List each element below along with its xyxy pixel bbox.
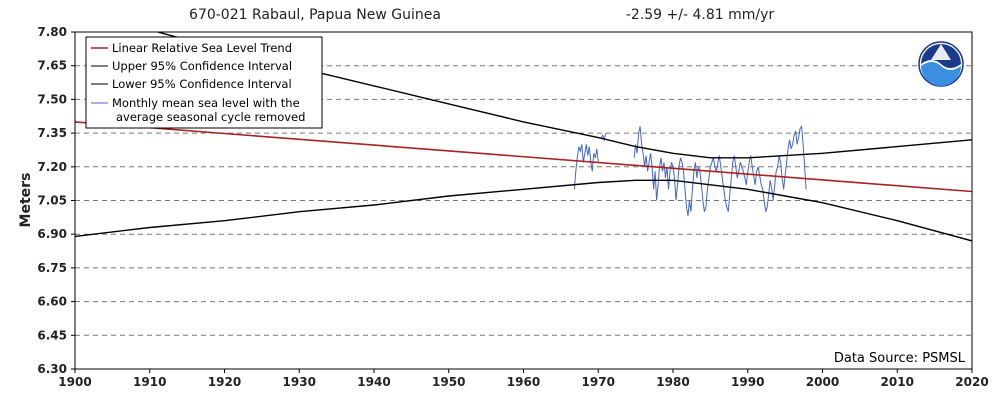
data-source-label: Data Source: PSMSL	[834, 351, 966, 366]
axis-layer: 6.30 6.45 6.60 6.75 6.90 7.05 7.20 7.35 7.50 7.65…	[37, 25, 988, 389]
series-layer	[75, 32, 972, 242]
trend-line	[75, 121, 972, 193]
x-tick-label: 1940	[357, 375, 390, 389]
x-tick-label: 1970	[582, 375, 615, 389]
lower-ci-line	[75, 179, 972, 242]
y-tick-label: 7.20	[37, 160, 67, 174]
y-tick-label: 6.90	[37, 227, 67, 241]
x-tick-label: 2010	[881, 375, 914, 389]
legend: Linear Relative Sea Level Trend Upper 95…	[85, 36, 323, 129]
trend-rate-label: -2.59 +/- 4.81 mm/yr	[626, 7, 775, 23]
legend-label-lower: Lower 95% Confidence Interval	[112, 77, 292, 91]
y-tick-label: 7.05	[37, 194, 67, 208]
y-tick-label: 7.50	[37, 92, 67, 106]
y-axis-label: Meters	[18, 173, 34, 228]
y-tick-label: 6.30	[37, 362, 67, 376]
x-tick-label: 1980	[656, 375, 689, 389]
x-tick-label: 1900	[58, 375, 91, 389]
legend-label-monthly-line2: average seasonal cycle removed	[116, 110, 305, 124]
monthly-mean-line	[600, 132, 607, 142]
legend-label-monthly-line1: Monthly mean sea level with the	[112, 96, 300, 110]
y-tick-label: 7.35	[37, 126, 67, 140]
y-tick-label: 7.80	[37, 25, 67, 39]
y-tick-label: 7.65	[37, 59, 67, 73]
y-tick-label: 6.60	[37, 295, 67, 309]
monthly-mean-line	[633, 124, 807, 217]
plot-frame	[74, 31, 973, 370]
noaa-logo-bird	[931, 44, 951, 60]
noaa-logo-wave	[921, 62, 961, 86]
upper-ci-line	[155, 32, 972, 159]
y-tick-label: 6.75	[37, 261, 67, 275]
grid-layer	[75, 65, 972, 336]
noaa-logo	[918, 41, 964, 87]
monthly-mean-line	[573, 144, 599, 190]
x-tick-label: 1920	[208, 375, 241, 389]
x-tick-label: 1910	[133, 375, 166, 389]
x-tick-label: 1990	[731, 375, 764, 389]
chart-title: 670-021 Rabaul, Papua New Guinea	[189, 7, 441, 23]
y-tick-label: 6.45	[37, 328, 67, 342]
x-tick-label: 1930	[283, 375, 316, 389]
x-tick-label: 1950	[432, 375, 465, 389]
x-tick-label: 2020	[955, 375, 988, 389]
x-tick-label: 2000	[806, 375, 839, 389]
legend-label-upper: Upper 95% Confidence Interval	[112, 59, 292, 73]
legend-label-monthly: Monthly mean sea level with the average …	[112, 96, 305, 124]
x-tick-label: 1960	[507, 375, 540, 389]
legend-label-trend: Linear Relative Sea Level Trend	[112, 41, 292, 55]
legend-box	[85, 36, 323, 129]
